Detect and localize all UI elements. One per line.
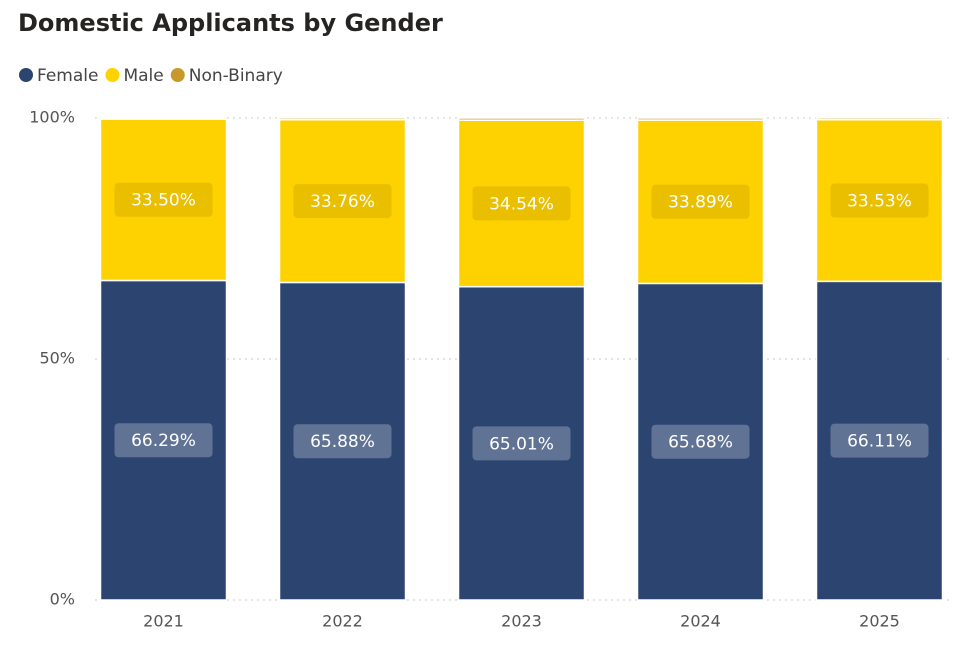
value-label: 33.76% (310, 192, 375, 212)
bar-segment (815, 280, 944, 601)
legend-marker (105, 68, 120, 82)
bar-segment (636, 117, 765, 121)
bar-segment (815, 117, 944, 121)
value-label: 33.50% (131, 191, 196, 211)
legend-label: Female (37, 66, 98, 86)
bar-segment (457, 119, 586, 288)
bar-segment (636, 282, 765, 601)
value-label-box (293, 424, 392, 459)
legend-marker (19, 68, 33, 82)
value-label-box (472, 426, 571, 461)
bar-segment (815, 118, 944, 283)
value-label: 66.29% (131, 431, 196, 451)
value-label-box (830, 183, 929, 218)
bar-segment (278, 117, 407, 121)
legend-label: Male (123, 66, 163, 86)
bar-segment (99, 117, 228, 120)
bar-segment (278, 281, 407, 601)
x-tick-label: 2021 (143, 612, 184, 631)
x-tick-label: 2023 (501, 612, 542, 631)
legend-label: Non-Binary (189, 66, 283, 86)
chart-title: Domestic Applicants by Gender (18, 9, 443, 37)
x-tick-label: 2022 (322, 612, 363, 631)
x-tick-label: 2024 (680, 612, 721, 631)
value-label-box (651, 184, 750, 219)
value-label-box (651, 424, 750, 459)
bar-segment (278, 118, 407, 284)
value-label: 33.89% (668, 193, 733, 213)
legend-marker (170, 68, 185, 82)
x-tick-label: 2025 (859, 612, 900, 631)
bar-segment (99, 118, 228, 282)
bar-segment (636, 119, 765, 285)
value-label: 65.01% (489, 434, 554, 454)
bar-segment (457, 117, 586, 121)
value-label: 33.53% (847, 192, 912, 212)
y-tick-label: 0% (50, 590, 75, 609)
value-label: 34.54% (489, 194, 554, 214)
value-label-box (114, 423, 213, 458)
value-label-box (293, 184, 392, 219)
y-tick-label: 100% (29, 108, 75, 127)
value-label-box (472, 186, 571, 221)
bar-segment (99, 279, 228, 601)
value-label-box (114, 182, 213, 217)
value-label: 66.11% (847, 432, 912, 452)
value-label: 65.68% (668, 433, 733, 453)
value-label-box (830, 423, 929, 458)
value-label: 65.88% (310, 432, 375, 452)
y-tick-label: 50% (39, 349, 75, 368)
